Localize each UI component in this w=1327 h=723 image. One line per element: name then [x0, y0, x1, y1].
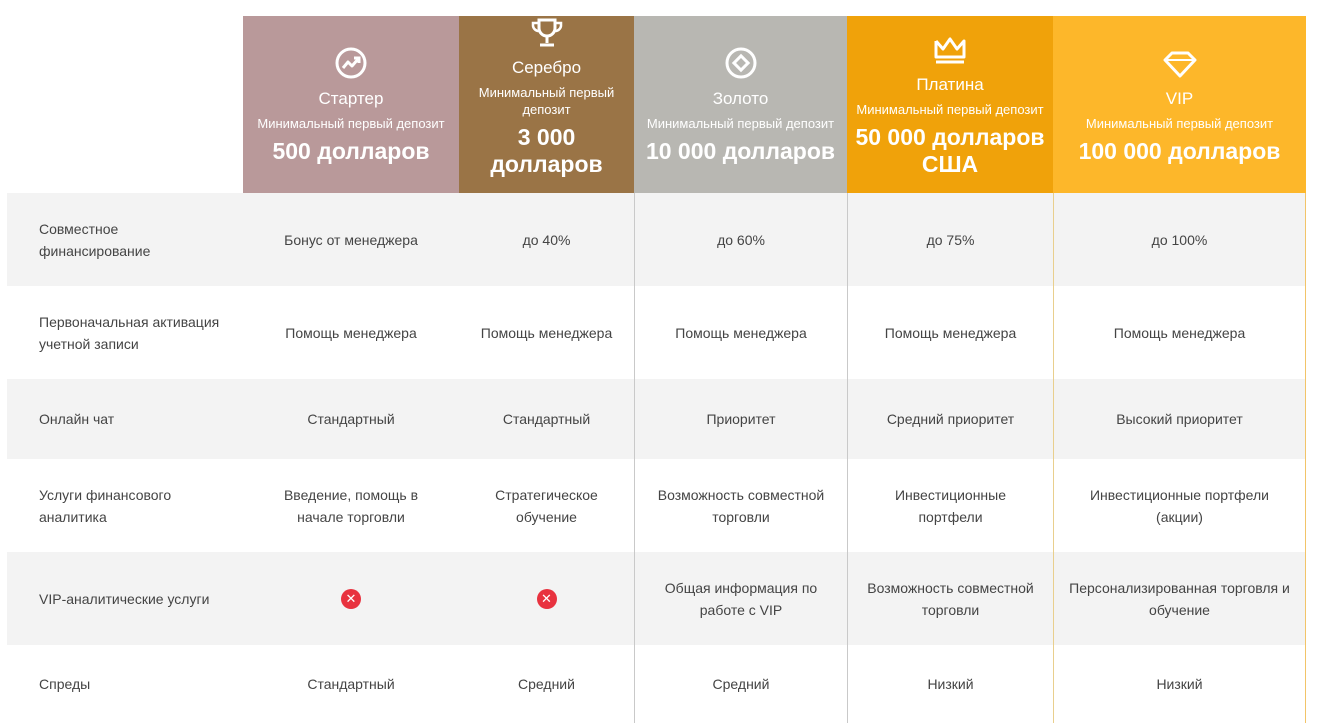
tier-deposit-label: Минимальный первый депозит	[257, 115, 445, 131]
table-cell: Инвестиционные портфели	[847, 459, 1053, 552]
tier-deposit-label: Минимальный первый депозит	[646, 115, 835, 131]
diamond-circle-icon	[723, 45, 759, 81]
crown-icon	[932, 31, 968, 67]
tier-amount: 50 000 долларов США	[855, 124, 1045, 177]
table-cell: до 100%	[1053, 193, 1306, 286]
table-cell: Персонализированная торговля и обучение	[1053, 552, 1306, 645]
row-label: Спреды	[7, 645, 243, 723]
x-circle-icon: ✕	[536, 588, 557, 609]
table-cell: Стандартный	[459, 379, 634, 459]
table-cell: до 40%	[459, 193, 634, 286]
tier-header-starter: Стартер Минимальный первый депозит 500 д…	[243, 16, 459, 193]
tier-header-gold: Золото Минимальный первый депозит 10 000…	[634, 16, 847, 193]
table-cell: до 75%	[847, 193, 1053, 286]
tier-deposit-label: Минимальный первый депозит	[856, 102, 1044, 117]
table-cell: Средний	[634, 645, 847, 723]
account-comparison-table: Стартер Минимальный первый депозит 500 д…	[7, 16, 1306, 723]
table-cell: Общая информация по работе с VIP	[634, 552, 847, 645]
chart-growth-icon	[333, 45, 369, 81]
row-label: Первоначальная активация учетной записи	[7, 286, 243, 379]
table-cell: до 60%	[634, 193, 847, 286]
table-cell: Стратегическое обучение	[459, 459, 634, 552]
trophy-icon	[529, 16, 565, 48]
tier-amount: 10 000 долларов	[645, 137, 836, 164]
tier-name: VIP	[1165, 88, 1194, 108]
gem-icon	[1162, 45, 1198, 81]
table-cell: Помощь менеджера	[847, 286, 1053, 379]
row-label: Услуги финансового аналитика	[7, 459, 243, 552]
table-cell: Помощь менеджера	[243, 286, 459, 379]
tier-header-silver: Серебро Минимальный первый депозит 3 000…	[459, 16, 634, 193]
tier-amount: 3 000 долларов	[490, 124, 603, 177]
table-cell: Средний приоритет	[847, 379, 1053, 459]
table-cell: Бонус от менеджера	[243, 193, 459, 286]
tier-deposit-label: Минимальный первый депозит	[478, 85, 615, 117]
tier-header-vip: VIP Минимальный первый депозит 100 000 д…	[1053, 16, 1306, 193]
tier-amount: 100 000 долларов	[1078, 137, 1281, 164]
table-cell: Помощь менеджера	[634, 286, 847, 379]
table-cell: Помощь менеджера	[459, 286, 634, 379]
table-cell: Инвестиционные портфели (акции)	[1053, 459, 1306, 552]
table-cell: ✕	[459, 552, 634, 645]
header-empty-cell	[7, 16, 243, 193]
row-label: Онлайн чат	[7, 379, 243, 459]
tier-name: Золото	[712, 88, 769, 108]
table-cell: Стандартный	[243, 379, 459, 459]
tier-amount: 500 долларов	[272, 137, 430, 164]
row-label: VIP-аналитические услуги	[7, 552, 243, 645]
table-cell: Помощь менеджера	[1053, 286, 1306, 379]
tier-name: Стартер	[318, 88, 384, 108]
tier-header-platinum: Платина Минимальный первый депозит 50 00…	[847, 16, 1053, 193]
tier-name: Серебро	[511, 58, 582, 77]
table-cell: Возможность совместной торговли	[634, 459, 847, 552]
table-cell: Низкий	[1053, 645, 1306, 723]
table-cell: Введение, помощь в начале торговли	[243, 459, 459, 552]
tier-deposit-label: Минимальный первый депозит	[1085, 115, 1274, 131]
x-circle-icon: ✕	[341, 588, 361, 609]
table-cell: Низкий	[847, 645, 1053, 723]
table-cell: Возможность совместной торговли	[847, 552, 1053, 645]
row-label: Совместное финансирование	[7, 193, 243, 286]
table-cell: ✕	[243, 552, 459, 645]
tier-name: Платина	[916, 75, 984, 94]
table-cell: Приоритет	[634, 379, 847, 459]
table-cell: Высокий приоритет	[1053, 379, 1306, 459]
table-cell: Средний	[459, 645, 634, 723]
table-cell: Стандартный	[243, 645, 459, 723]
